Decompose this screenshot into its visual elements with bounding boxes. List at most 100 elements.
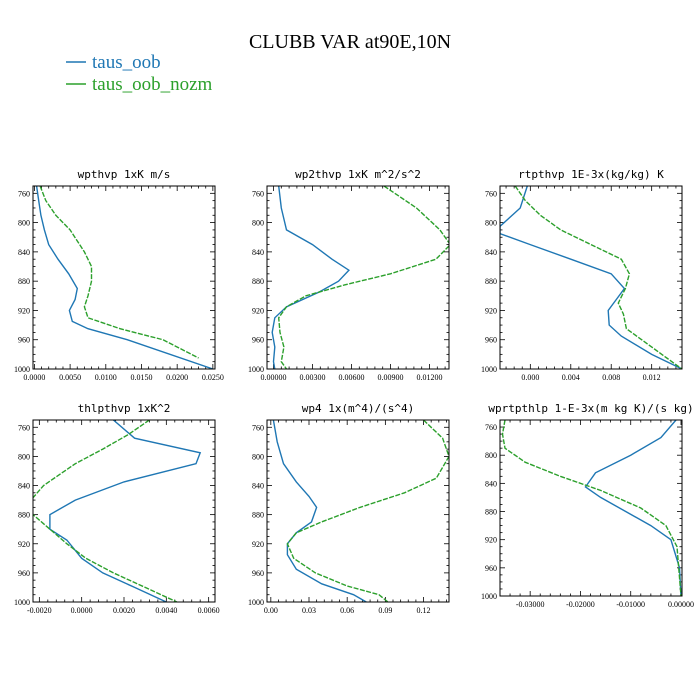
x-tick-label: 0.0000 bbox=[71, 606, 93, 615]
series-line-taus-oob bbox=[271, 186, 350, 369]
x-tick-label: 0.12 bbox=[417, 606, 431, 615]
y-tick-label: 800 bbox=[485, 451, 497, 460]
panel-6: wprtpthlp 1-E-3x(m kg K)/(s kg) 760 800 840… bbox=[481, 402, 694, 609]
y-tick-label: 760 bbox=[252, 189, 264, 198]
x-tick-label: 0.0060 bbox=[198, 606, 220, 615]
panel-2: wp2thvp 1xK m^2/s^2 760 800 840 880 920 960 100… bbox=[248, 168, 450, 382]
series-line-taus-oob-nozm bbox=[39, 186, 199, 359]
x-tick-label: 0.03 bbox=[302, 606, 316, 615]
panel-4: thlpthvp 1xK^2 760 800 840 880 920 960 1000-0.0… bbox=[14, 402, 220, 615]
series-line-taus-oob-nozm bbox=[501, 420, 682, 596]
x-tick-label: 0.004 bbox=[562, 373, 580, 382]
x-tick-label: 0.000 bbox=[521, 373, 539, 382]
series-line-taus-oob-nozm bbox=[514, 186, 682, 369]
y-tick-label: 960 bbox=[485, 564, 497, 573]
series-line-taus-oob-nozm bbox=[33, 420, 178, 602]
x-tick-label: 0.00900 bbox=[378, 373, 404, 382]
plot-frame bbox=[32, 419, 216, 603]
y-tick-label: 920 bbox=[485, 306, 497, 315]
x-tick-label: 0.00600 bbox=[339, 373, 365, 382]
x-tick-label: 0.0100 bbox=[95, 373, 117, 382]
y-tick-label: 1000 bbox=[14, 598, 30, 607]
x-tick-label: 0.0020 bbox=[113, 606, 135, 615]
panel-title: wp4 1x(m^4)/(s^4) bbox=[302, 402, 415, 415]
y-tick-label: 760 bbox=[485, 189, 497, 198]
y-tick-label: 960 bbox=[485, 336, 497, 345]
series-line-taus-oob bbox=[272, 420, 367, 602]
y-tick-label: 1000 bbox=[248, 365, 264, 374]
y-tick-label: 920 bbox=[485, 536, 497, 545]
x-tick-label: 0.00 bbox=[264, 606, 278, 615]
x-tick-label: 0.09 bbox=[378, 606, 392, 615]
x-tick-label: 0.0200 bbox=[166, 373, 188, 382]
figure-title: CLUBB VAR at90E,10N bbox=[249, 31, 451, 53]
panel-title: rtpthvp 1E-3x(kg/kg) K bbox=[518, 168, 664, 181]
y-tick-label: 840 bbox=[252, 482, 264, 491]
panel-title: wprtpthlp 1-E-3x(m kg K)/(s kg) bbox=[488, 402, 693, 415]
y-tick-label: 880 bbox=[485, 277, 497, 286]
y-tick-label: 760 bbox=[252, 423, 264, 432]
y-tick-label: 840 bbox=[18, 248, 30, 257]
y-tick-label: 760 bbox=[485, 423, 497, 432]
series-line-taus-oob bbox=[500, 186, 682, 369]
y-tick-label: 800 bbox=[252, 219, 264, 228]
y-tick-label: 1000 bbox=[14, 365, 30, 374]
panel-title: wpthvp 1xK m/s bbox=[78, 168, 171, 181]
y-tick-label: 840 bbox=[485, 248, 497, 257]
y-tick-label: 840 bbox=[18, 482, 30, 491]
x-tick-label: 0.0150 bbox=[130, 373, 152, 382]
x-tick-label: -0.03000 bbox=[516, 600, 545, 609]
y-tick-label: 880 bbox=[252, 277, 264, 286]
y-tick-label: 960 bbox=[252, 569, 264, 578]
plot-frame bbox=[32, 185, 216, 370]
x-tick-label: -0.01000 bbox=[616, 600, 645, 609]
series-line-taus-oob bbox=[35, 186, 214, 369]
plot-frame bbox=[499, 185, 683, 370]
x-tick-label: 0.06 bbox=[340, 606, 354, 615]
legend-label-taus-oob: taus_oob bbox=[92, 52, 161, 73]
panel-5: wp4 1x(m^4)/(s^4)76080084088092096010000… bbox=[248, 402, 450, 615]
plot-frame bbox=[266, 419, 450, 603]
panel-title: thlpthvp 1xK^2 bbox=[78, 402, 171, 415]
x-tick-label: -0.0020 bbox=[27, 606, 52, 615]
y-tick-label: 840 bbox=[252, 248, 264, 257]
panel-1: wpthvp 1xK m/s76080084088092096010000.00… bbox=[14, 168, 224, 382]
x-tick-label: 0.01200 bbox=[417, 373, 443, 382]
y-tick-label: 920 bbox=[18, 540, 30, 549]
panel-title: wp2thvp 1xK m^2/s^2 bbox=[295, 168, 421, 181]
y-tick-label: 880 bbox=[252, 511, 264, 520]
y-tick-label: 960 bbox=[18, 569, 30, 578]
y-tick-label: 760 bbox=[18, 423, 30, 432]
x-tick-label: 0.0250 bbox=[202, 373, 224, 382]
legend-label-taus-oob-nozm: taus_oob_nozm bbox=[92, 74, 213, 95]
y-tick-label: 800 bbox=[252, 452, 264, 461]
y-tick-label: 760 bbox=[18, 189, 30, 198]
panels: wpthvp 1xK m/s76080084088092096010000.00… bbox=[14, 168, 694, 615]
x-tick-label: 0.012 bbox=[643, 373, 661, 382]
y-tick-label: 1000 bbox=[248, 598, 264, 607]
y-tick-label: 1000 bbox=[481, 365, 497, 374]
y-tick-label: 920 bbox=[252, 540, 264, 549]
x-tick-label: -0.02000 bbox=[566, 600, 595, 609]
y-tick-label: 1000 bbox=[481, 592, 497, 601]
x-tick-label: 0.0000 bbox=[23, 373, 45, 382]
x-tick-label: 0.0040 bbox=[155, 606, 177, 615]
y-tick-label: 880 bbox=[18, 277, 30, 286]
panel-3: rtpthvp 1E-3x(kg/kg) K 760 800 840 880 920 960… bbox=[481, 168, 683, 382]
series-line-taus-oob-nozm bbox=[277, 186, 449, 369]
legend: taus_oob taus_oob_nozm bbox=[66, 52, 213, 95]
y-tick-label: 800 bbox=[18, 452, 30, 461]
y-tick-label: 960 bbox=[18, 336, 30, 345]
series-line-taus-oob bbox=[584, 420, 682, 596]
y-tick-label: 920 bbox=[252, 306, 264, 315]
y-tick-label: 800 bbox=[485, 219, 497, 228]
series-line-taus-oob-nozm bbox=[286, 420, 449, 602]
x-tick-label: 0.00000 bbox=[668, 600, 694, 609]
x-tick-label: 0.008 bbox=[602, 373, 620, 382]
y-tick-label: 960 bbox=[252, 336, 264, 345]
series-line-taus-oob bbox=[49, 420, 202, 602]
y-tick-label: 920 bbox=[18, 306, 30, 315]
x-tick-label: 0.0050 bbox=[59, 373, 81, 382]
y-tick-label: 880 bbox=[18, 511, 30, 520]
y-tick-label: 880 bbox=[485, 508, 497, 517]
